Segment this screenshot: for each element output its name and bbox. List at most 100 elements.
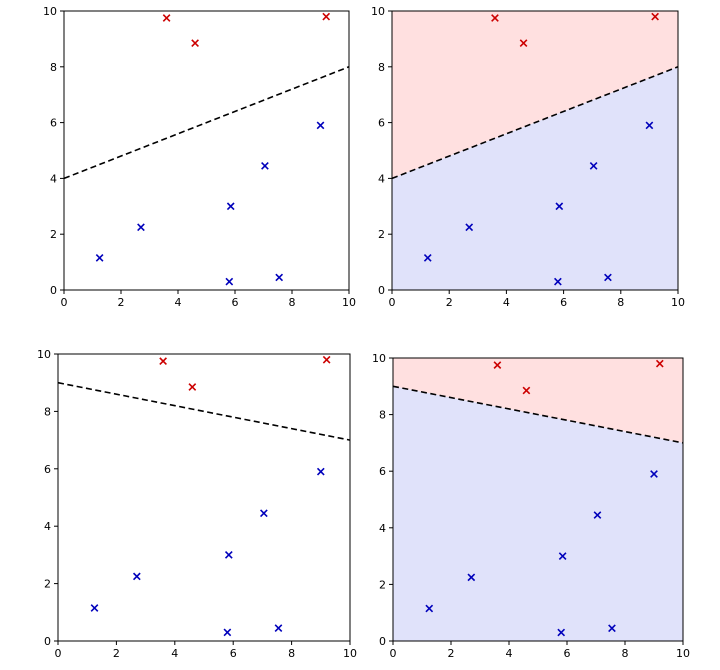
chart-3-region-below [393, 386, 683, 641]
chart-1-series-1-point-1 [465, 223, 474, 232]
chart-2-series-0-point-0 [159, 357, 167, 366]
chart-1-ytick-label-2: 4 [378, 172, 385, 185]
chart-0-series-0-point-1 [191, 39, 199, 47]
chart-3-decision-boundary [392, 385, 684, 444]
chart-3-xtick-label-0: 0 [390, 647, 397, 660]
chart-0-series-1-point-2 [226, 202, 235, 211]
chart-0-series-1-point-1 [137, 223, 145, 232]
chart-0-xtick-label-0: 0 [61, 296, 68, 309]
chart-1-series-1-point-0 [423, 254, 432, 262]
chart-2-series-1-point-2 [224, 551, 233, 559]
panel-bottom-right: 0 2 4 6 8 10 0 2 4 6 8 10 [372, 352, 690, 660]
chart-3-ytick-label-1: 2 [379, 578, 386, 591]
chart-2-ytick-label-3: 6 [44, 463, 51, 476]
chart-3-xtick-label-2: 4 [506, 647, 513, 660]
chart-0-xtick-label-1: 2 [118, 296, 125, 309]
chart-3-xtick-label-1: 2 [448, 647, 455, 660]
chart-0-ytick-label-2: 4 [50, 172, 57, 185]
chart-2-decision-boundary [57, 381, 351, 441]
chart-0-ytick-label-1: 2 [50, 228, 57, 241]
chart-1-series-1-point-2 [555, 202, 564, 211]
chart-0-series-0-point-0 [162, 14, 171, 22]
chart-1-axes-frame [391, 10, 679, 291]
chart-3-region-above [393, 358, 683, 443]
chart-2-ytick-label-0: 0 [44, 635, 51, 648]
chart-1-xtick-label-5: 10 [671, 296, 685, 309]
chart-2-series-1-point-4 [316, 467, 325, 476]
chart-1-ytick-label-1: 2 [378, 228, 385, 241]
chart-0-xtick-label-5: 10 [342, 296, 356, 309]
chart-3-axes-frame [392, 357, 684, 642]
chart-2-ytick-label-1: 2 [44, 578, 51, 591]
chart-0-ytick-label-3: 6 [50, 117, 57, 130]
chart-0-series-1-point-3 [261, 161, 269, 170]
chart-1-series-1-point-6 [604, 273, 612, 282]
chart-2-series-0-point-2 [322, 355, 331, 364]
chart-1-series-1-point-4 [645, 121, 654, 130]
chart-0-series-1-point-5 [225, 277, 234, 286]
chart-3-series-1-point-5 [557, 628, 566, 637]
chart-2-axes-frame [57, 353, 351, 642]
chart-1-xtick-label-0: 0 [389, 296, 396, 309]
chart-2-xtick-label-3: 6 [230, 647, 237, 660]
chart-0-ytick-label-0: 0 [50, 284, 57, 297]
chart-0-series-1-point-4 [316, 121, 325, 130]
chart-1-series-0-point-1 [519, 39, 528, 47]
chart-3-series-1-point-0 [425, 604, 434, 613]
chart-2-series-1-point-0 [90, 604, 99, 612]
chart-2-series-0-point-1 [188, 383, 197, 391]
chart-0-series-0-point-2 [322, 12, 331, 21]
chart-3-series-0-point-0 [493, 361, 502, 369]
chart-3-series-1-point-4 [650, 470, 658, 478]
chart-1-xtick-label-4: 8 [617, 296, 624, 309]
chart-1-region-below [392, 66, 678, 290]
chart-3-ytick-label-5: 10 [372, 352, 386, 365]
chart-3-xtick-label-5: 10 [676, 647, 690, 660]
chart-1-series-1-point-3 [589, 161, 598, 170]
panel-bottom-left: 0 2 4 6 8 10 0 2 4 6 8 10 [37, 348, 357, 660]
chart-2-series-1-point-1 [132, 572, 141, 581]
chart-0-xtick-label-2: 4 [175, 296, 182, 309]
chart-0-axes-frame [63, 10, 350, 291]
chart-3-series-0-point-1 [522, 386, 531, 395]
chart-2-series-1-point-5 [223, 628, 232, 637]
chart-1-ytick-label-3: 6 [378, 117, 385, 130]
chart-1-xtick-label-3: 6 [560, 296, 567, 309]
chart-3-ytick-label-0: 0 [379, 635, 386, 648]
chart-2-ytick-label-5: 10 [37, 348, 51, 361]
chart-3-series-1-point-3 [593, 511, 602, 519]
chart-0-xtick-label-4: 8 [289, 296, 296, 309]
chart-0-decision-boundary [63, 66, 350, 180]
chart-2-xtick-label-4: 8 [288, 647, 295, 660]
chart-2-xtick-label-1: 2 [113, 647, 120, 660]
chart-0-series-1-point-6 [275, 273, 284, 282]
chart-0-ytick-label-4: 8 [50, 61, 57, 74]
chart-2-series-1-point-3 [259, 509, 268, 518]
chart-3-ytick-label-2: 4 [379, 522, 386, 535]
chart-1-series-0-point-0 [491, 14, 499, 22]
chart-3-series-1-point-2 [558, 552, 567, 560]
chart-1-ytick-label-4: 8 [378, 61, 385, 74]
chart-1-decision-boundary [391, 66, 679, 180]
chart-3-series-1-point-1 [467, 573, 476, 582]
chart-0-ytick-label-5: 10 [43, 5, 57, 18]
chart-1-ytick-label-5: 10 [371, 5, 385, 18]
chart-2-xtick-label-0: 0 [55, 647, 62, 660]
chart-0-series-1-point-0 [95, 254, 104, 262]
chart-2-series-1-point-6 [274, 624, 283, 632]
chart-2-ytick-label-4: 8 [44, 405, 51, 418]
chart-3-ytick-label-3: 6 [379, 465, 386, 478]
chart-2-ytick-label-2: 4 [44, 520, 51, 533]
panel-top-right: 0 2 4 6 8 10 0 2 4 6 8 10 [371, 5, 685, 309]
chart-1-ytick-label-0: 0 [378, 284, 385, 297]
chart-1-xtick-label-2: 4 [503, 296, 510, 309]
chart-3-xtick-label-3: 6 [564, 647, 571, 660]
chart-1-xtick-label-1: 2 [446, 296, 453, 309]
chart-2-xtick-label-5: 10 [343, 647, 357, 660]
chart-3-series-1-point-6 [608, 624, 616, 633]
chart-3-ytick-label-4: 8 [379, 409, 386, 422]
chart-3-series-0-point-2 [655, 359, 664, 368]
chart-2-xtick-label-2: 4 [171, 647, 178, 660]
chart-1-region-above [392, 11, 678, 179]
